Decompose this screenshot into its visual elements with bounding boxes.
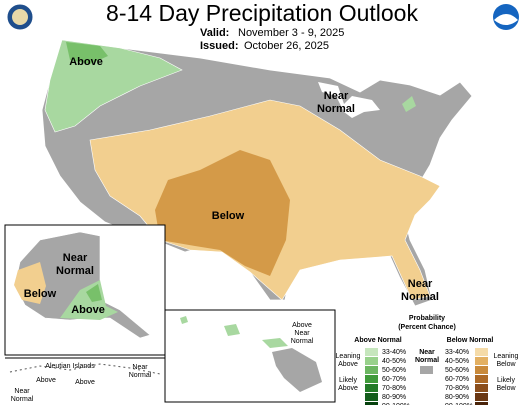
legend-bin: 60-70% (445, 376, 469, 383)
legend-leaning: Leaning (336, 353, 361, 360)
noaa-logo-bird (494, 14, 518, 25)
alaska-below (14, 262, 46, 304)
legend-swatch (420, 366, 433, 374)
conus-above (44, 39, 183, 133)
legend-swatch (365, 357, 378, 365)
legend-bin: 90-100% (445, 403, 473, 405)
legend-swatch (475, 366, 488, 374)
region-label: Near (14, 388, 30, 395)
region-label: Normal (11, 396, 34, 403)
alaska-above (60, 280, 118, 320)
region-label: Below (212, 210, 245, 222)
region-label: Above (75, 379, 95, 386)
legend-likely: Likely (497, 377, 515, 384)
issued-label: Issued: (200, 40, 239, 52)
legend-bin: 33-40% (382, 349, 406, 356)
region-label: Normal (291, 338, 314, 345)
great-lakes (318, 82, 380, 118)
legend-bin: 70-80% (445, 385, 469, 392)
legend-swatch (365, 375, 378, 383)
legend-bin: 60-70% (382, 376, 406, 383)
hawaii-island (180, 316, 188, 324)
conus-below-40 (155, 150, 290, 276)
aleutian-label: Aleutian Islands (45, 363, 95, 370)
region-label: Normal (129, 372, 152, 379)
region-label: Near (324, 90, 349, 102)
issued-date: October 26, 2025 (244, 40, 329, 52)
legend-swatch (365, 348, 378, 356)
legend-swatch (365, 384, 378, 392)
region-label: Normal (317, 103, 355, 115)
legend-near: Normal (415, 357, 439, 364)
region-label: Below (24, 288, 57, 300)
hawaii-island (262, 338, 288, 348)
conus-above-40 (66, 42, 108, 64)
hawaii-big-island (272, 348, 322, 392)
legend-bin: 70-80% (382, 385, 406, 392)
legend-swatch (365, 402, 378, 405)
legend-swatch (475, 393, 488, 401)
valid-date: November 3 - 9, 2025 (238, 27, 344, 39)
legend-leaning: Leaning (494, 353, 519, 360)
legend-bin: 80-90% (445, 394, 469, 401)
legend-below-title: Below Normal (447, 337, 494, 344)
conus-above-ne (402, 96, 416, 112)
legend-title: Probability (409, 315, 445, 322)
legend-bin: 50-60% (445, 367, 469, 374)
hawaii-island (224, 324, 240, 336)
legend-above-title: Above Normal (354, 337, 402, 344)
legend-swatch (365, 393, 378, 401)
legend-likely: Likely (339, 377, 357, 384)
legend-bin: 40-50% (382, 358, 406, 365)
aleutian-chain (9, 363, 161, 375)
doc-logo-inner (12, 9, 28, 25)
valid-label: Valid: (200, 27, 229, 39)
alaska-above-40 (86, 284, 102, 302)
legend-swatch (475, 384, 488, 392)
legend-swatch (475, 375, 488, 383)
region-label: Normal (401, 291, 439, 303)
region-label: Above (36, 377, 56, 384)
legend-leaning: Below (496, 361, 516, 368)
region-label: Above (71, 304, 105, 316)
legend-near: Near (419, 349, 435, 356)
region-label: Above (69, 56, 103, 68)
legend-title: (Percent Chance) (398, 324, 456, 331)
region-label: Near (294, 330, 310, 337)
legend-bin: 50-60% (382, 367, 406, 374)
region-label: Above (292, 322, 312, 329)
legend-swatch (365, 366, 378, 374)
legend-likely: Below (496, 385, 516, 392)
title: 8-14 Day Precipitation Outlook (106, 0, 418, 26)
legend-bin: 40-50% (445, 358, 469, 365)
legend-leaning: Above (338, 361, 358, 368)
legend-bin: 33-40% (445, 349, 469, 356)
region-label: Near (63, 252, 88, 264)
region-label: Near (408, 278, 433, 290)
legend-swatch (475, 357, 488, 365)
legend-bin: 80-90% (382, 394, 406, 401)
legend-swatch (475, 402, 488, 405)
legend-likely: Above (338, 385, 358, 392)
legend-bin: 90-100% (382, 403, 410, 405)
legend-swatch (475, 348, 488, 356)
region-label: Near (132, 364, 148, 371)
region-label: Normal (56, 265, 94, 277)
